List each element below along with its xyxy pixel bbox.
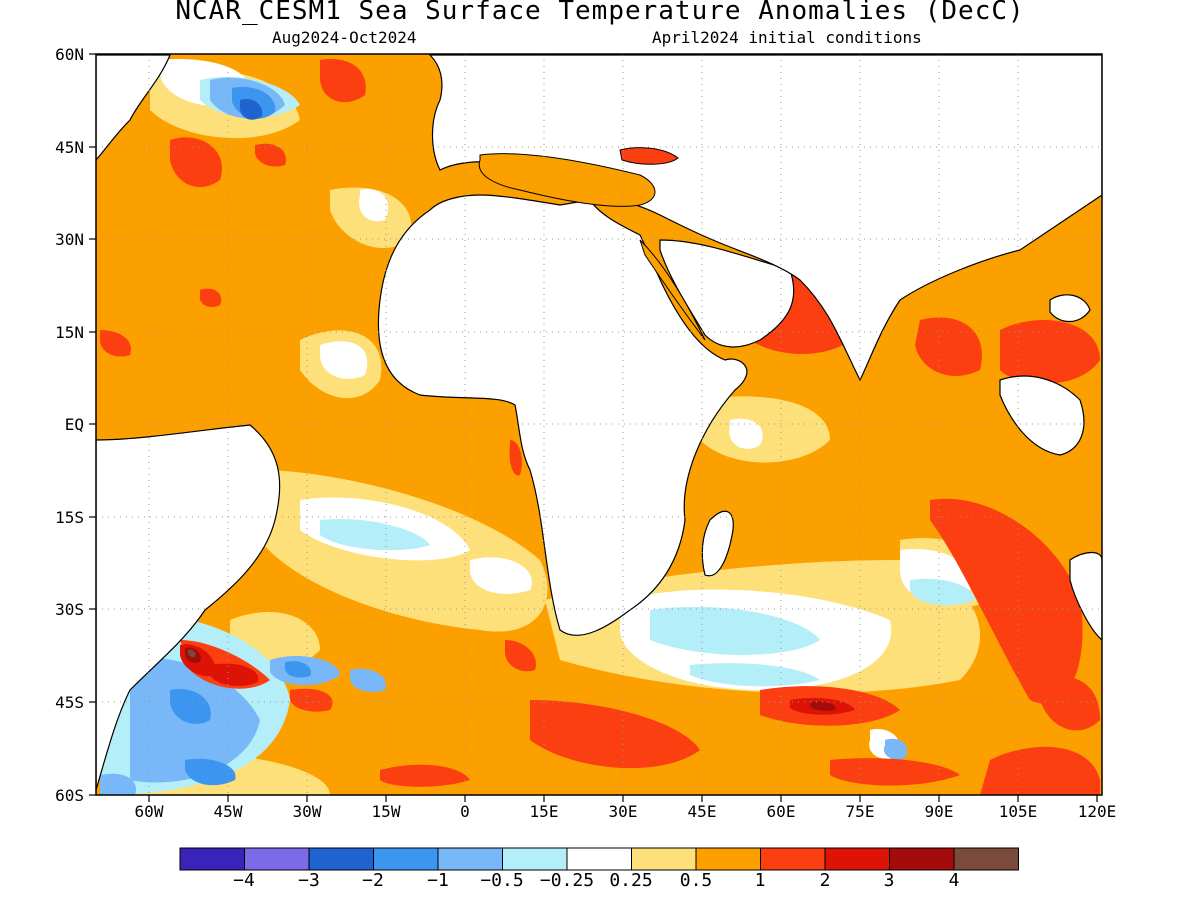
colorbar-swatch [308, 847, 374, 871]
x-tick-label: 45W [213, 802, 243, 821]
x-tick-label: 60W [134, 802, 164, 821]
colorbar-swatch [760, 847, 826, 871]
mediterranean [478, 153, 656, 207]
colorbar-swatch [824, 847, 890, 871]
colorbar-label: −2 [362, 870, 384, 891]
y-tick-label: 60S [55, 786, 84, 805]
colorbar-label: −1 [427, 870, 449, 891]
colorbar [179, 847, 1019, 871]
colorbar-swatch [502, 847, 568, 871]
y-tick-label: EQ [64, 415, 84, 434]
x-tick-label: 60E [766, 802, 796, 821]
colorbar-swatch [179, 847, 245, 871]
x-tick-label: 15W [371, 802, 401, 821]
colorbar-swatch [631, 847, 697, 871]
continents [96, 54, 1102, 791]
colorbar-swatch [953, 847, 1019, 871]
x-tick-label: 0 [460, 802, 470, 821]
colorbar-label: 4 [948, 870, 960, 891]
y-tick-label: 30N [55, 230, 84, 249]
x-tick-label: 15E [529, 802, 559, 821]
y-tick-label: 60N [55, 45, 84, 64]
colorbar-label: 0.25 [609, 870, 653, 891]
colorbar-swatch [373, 847, 439, 871]
map-title: NCAR_CESM1 Sea Surface Temperature Anoma… [175, 0, 1025, 26]
colorbar-label: 0.5 [679, 870, 713, 891]
x-tick-label: 30W [292, 802, 322, 821]
x-tick-label: 120E [1077, 802, 1117, 821]
colorbar-swatch [437, 847, 503, 871]
subtitle-period: Aug2024-Oct2024 [272, 28, 417, 47]
y-tick-label: 45N [55, 138, 84, 157]
x-tick-label: 105E [998, 802, 1038, 821]
madagascar [701, 510, 734, 577]
x-tick-label: 30E [608, 802, 638, 821]
colorbar-label: −3 [298, 870, 320, 891]
colorbar-swatch [889, 847, 955, 871]
colorbar-label: −0.25 [539, 870, 595, 891]
axis-ticks [89, 53, 1098, 802]
y-tick-label: 15N [55, 323, 84, 342]
anomaly-field [96, 54, 1102, 795]
colorbar-label: 2 [819, 870, 831, 891]
colorbar-label: −0.5 [480, 870, 524, 891]
colorbar-swatch [695, 847, 761, 871]
black-sea [619, 147, 679, 165]
red-sea [639, 239, 706, 341]
colorbar-swatch [244, 847, 310, 871]
colorbar-label: 3 [883, 870, 895, 891]
y-tick-label: 15S [55, 508, 84, 527]
colorbar-label: 1 [754, 870, 766, 891]
colorbar-swatch [566, 847, 632, 871]
x-tick-label: 45E [687, 802, 717, 821]
y-tick-label: 45S [55, 693, 84, 712]
subtitle-init: April2024 initial conditions [652, 28, 922, 47]
colorbar-label: −4 [233, 870, 255, 891]
x-tick-label: 75E [845, 802, 875, 821]
y-tick-label: 30S [55, 600, 84, 619]
x-tick-label: 90E [924, 802, 954, 821]
